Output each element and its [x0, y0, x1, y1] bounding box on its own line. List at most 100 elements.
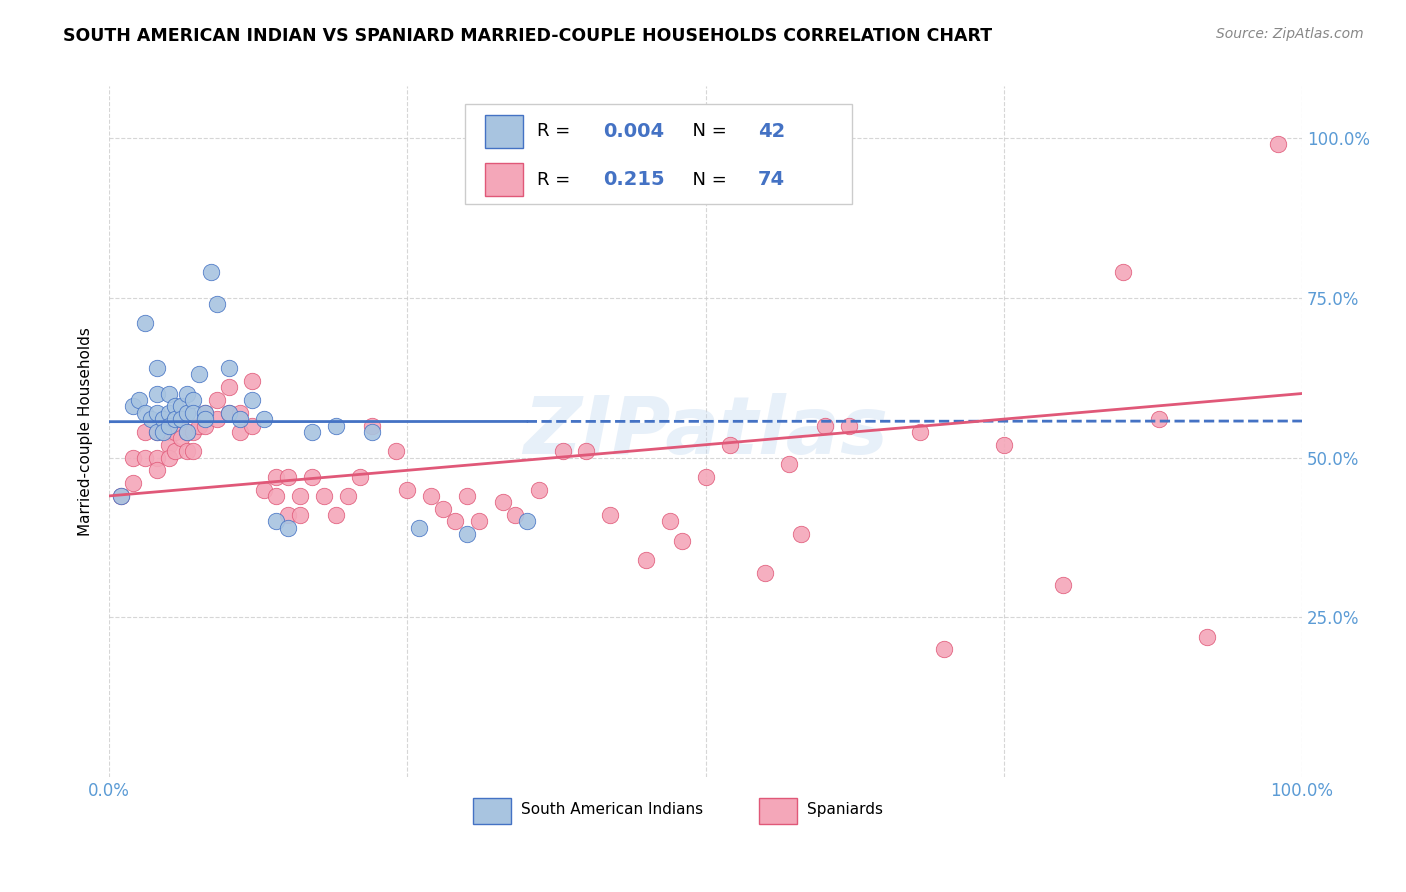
Point [176, 406, 198, 420]
Point [1112, 265, 1135, 279]
Point [599, 508, 621, 522]
Point [205, 412, 228, 426]
Point [194, 418, 217, 433]
Point [152, 425, 174, 439]
Point [432, 501, 454, 516]
Point [671, 533, 693, 548]
Point [468, 515, 491, 529]
Point [408, 521, 430, 535]
Point [1147, 412, 1170, 426]
Point [134, 450, 156, 465]
Point [205, 392, 228, 407]
Point [242, 418, 264, 433]
Point [277, 508, 299, 522]
Point [194, 406, 217, 420]
Point [187, 418, 209, 433]
Point [242, 392, 264, 407]
Point [360, 418, 382, 433]
Point [170, 400, 193, 414]
Point [181, 406, 204, 420]
Point [157, 425, 180, 439]
Point [176, 425, 198, 439]
Text: Source: ZipAtlas.com: Source: ZipAtlas.com [1216, 27, 1364, 41]
Point [288, 489, 311, 503]
Point [181, 444, 204, 458]
Point [814, 418, 837, 433]
Point [264, 469, 287, 483]
Point [194, 406, 217, 420]
Point [1267, 136, 1289, 151]
Point [157, 418, 180, 433]
Point [229, 412, 252, 426]
Point [456, 489, 478, 503]
Text: South American Indians: South American Indians [520, 803, 703, 817]
Text: 0.215: 0.215 [603, 170, 665, 189]
Point [754, 566, 776, 580]
Point [218, 380, 240, 394]
Point [838, 418, 860, 433]
Point [1052, 578, 1074, 592]
Point [277, 521, 299, 535]
Point [170, 412, 193, 426]
FancyBboxPatch shape [465, 103, 852, 204]
Text: Spaniards: Spaniards [807, 803, 883, 817]
Point [146, 386, 169, 401]
Point [163, 412, 186, 426]
Point [229, 425, 252, 439]
Point [778, 457, 800, 471]
Point [253, 483, 276, 497]
Text: 74: 74 [758, 170, 786, 189]
Point [516, 515, 538, 529]
Point [253, 412, 276, 426]
Text: 42: 42 [758, 122, 786, 141]
Point [122, 476, 145, 491]
Point [336, 489, 359, 503]
Point [181, 392, 204, 407]
Point [695, 469, 717, 483]
Point [444, 515, 467, 529]
Point [301, 425, 323, 439]
Text: ZIPatlas: ZIPatlas [523, 392, 889, 471]
Text: R =: R = [537, 122, 576, 140]
Point [163, 425, 186, 439]
Point [163, 400, 186, 414]
Point [264, 515, 287, 529]
Point [170, 412, 193, 426]
Point [658, 515, 681, 529]
Point [134, 425, 156, 439]
Y-axis label: Married-couple Households: Married-couple Households [79, 327, 93, 536]
Point [718, 438, 741, 452]
Point [264, 489, 287, 503]
Point [301, 469, 323, 483]
Point [110, 489, 132, 503]
Text: N =: N = [681, 122, 733, 140]
Point [181, 425, 204, 439]
Point [551, 444, 574, 458]
Text: 0.004: 0.004 [603, 122, 664, 141]
Point [134, 406, 156, 420]
Point [157, 406, 180, 420]
Point [146, 425, 169, 439]
Point [146, 425, 169, 439]
Point [146, 360, 169, 375]
Point [527, 483, 550, 497]
Point [456, 527, 478, 541]
Point [122, 400, 145, 414]
FancyBboxPatch shape [485, 115, 523, 148]
Point [229, 406, 252, 420]
Point [134, 316, 156, 330]
FancyBboxPatch shape [485, 163, 523, 196]
Point [110, 489, 132, 503]
Point [492, 495, 515, 509]
Point [170, 431, 193, 445]
Point [152, 412, 174, 426]
Point [187, 368, 209, 382]
Point [242, 374, 264, 388]
Text: R =: R = [537, 170, 582, 189]
Point [634, 553, 657, 567]
Point [218, 360, 240, 375]
Point [128, 392, 150, 407]
Point [146, 450, 169, 465]
Text: N =: N = [681, 170, 733, 189]
Point [1195, 630, 1218, 644]
